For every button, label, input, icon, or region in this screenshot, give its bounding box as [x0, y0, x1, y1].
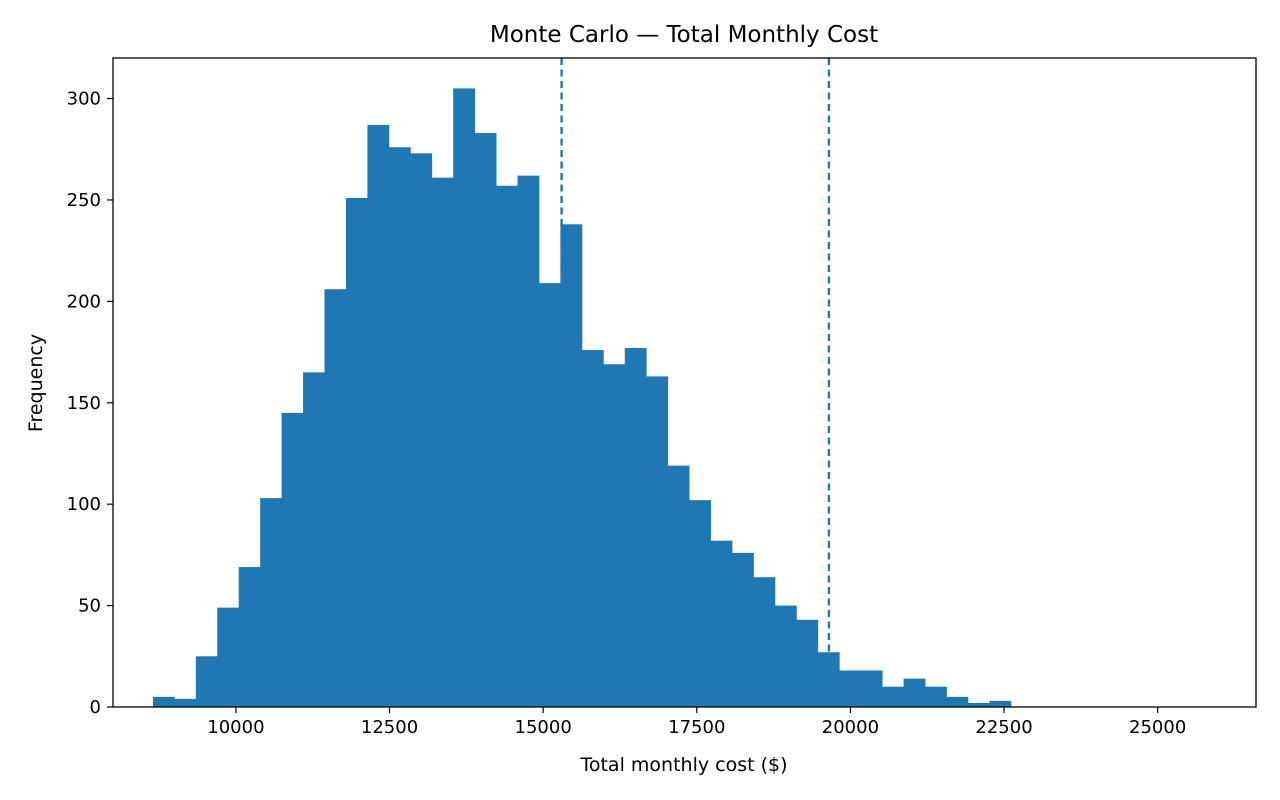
- x-tick-label: 25000: [1129, 717, 1186, 738]
- y-tick-label: 100: [67, 494, 101, 515]
- x-axis: 10000 12500 15000 17500 20000 22500 25000: [207, 707, 1186, 738]
- plot-frame: [112, 57, 1257, 708]
- histogram-bar: [303, 372, 325, 707]
- histogram-bar: [324, 289, 347, 707]
- histogram-bar: [560, 224, 583, 707]
- histogram-bar: [581, 350, 604, 707]
- histogram-bar: [689, 500, 711, 707]
- histogram-bar: [217, 607, 240, 707]
- histogram-bar: [624, 348, 647, 707]
- histogram-bar: [195, 656, 218, 707]
- y-tick-label: 250: [67, 190, 101, 211]
- histogram-bar: [667, 465, 690, 707]
- y-tick-label: 200: [67, 291, 101, 312]
- x-tick-label: 20000: [822, 717, 879, 738]
- histogram-bar: [474, 133, 497, 708]
- histogram-bar: [431, 177, 454, 707]
- x-tick-label: 17500: [668, 717, 725, 738]
- histogram-bar: [345, 197, 368, 707]
- y-tick-label: 0: [90, 697, 101, 718]
- histogram-bar: [903, 678, 926, 707]
- histogram-bar: [839, 670, 862, 707]
- histogram-bar: [646, 376, 669, 707]
- x-tick-label: 12500: [361, 717, 418, 738]
- histogram-bar: [882, 686, 904, 707]
- histogram-bar: [517, 175, 540, 707]
- y-axis: 0 50 100 150 200 250 300: [67, 89, 113, 718]
- x-tick-label: 15000: [515, 717, 572, 738]
- reference-lines-group: [560, 58, 831, 707]
- histogram-bar: [538, 283, 561, 707]
- x-tick-label: 22500: [975, 717, 1032, 738]
- histogram-bar: [925, 686, 947, 707]
- histogram-bar: [367, 124, 390, 708]
- histogram-bar: [238, 567, 261, 707]
- histogram-bar: [260, 498, 283, 707]
- histogram-bar: [453, 88, 476, 708]
- y-tick-label: 300: [67, 89, 101, 110]
- y-tick-label: 50: [78, 596, 101, 617]
- histogram-bar: [410, 153, 433, 707]
- histogram-bar: [860, 670, 883, 707]
- histogram-bar: [732, 552, 754, 707]
- histogram-bar: [989, 700, 1012, 707]
- histogram-bar: [603, 364, 626, 707]
- histogram-bar: [796, 619, 819, 707]
- histogram-bar: [281, 412, 304, 707]
- histogram-bar: [496, 185, 518, 707]
- histogram-bar: [388, 147, 411, 708]
- histogram-bar: [174, 698, 197, 707]
- x-tick-label: 10000: [207, 717, 264, 738]
- y-tick-label: 150: [67, 393, 101, 414]
- chart-title: Monte Carlo — Total Monthly Cost: [490, 22, 878, 48]
- y-axis-label: Frequency: [25, 334, 47, 432]
- histogram-bar: [753, 577, 776, 707]
- histogram-bar: [152, 696, 175, 707]
- histogram-bar: [946, 696, 969, 707]
- histogram-bar: [774, 605, 797, 707]
- histogram-bar: [967, 702, 990, 707]
- histogram-bar: [710, 540, 733, 707]
- bars-group: [152, 88, 1012, 708]
- x-axis-label: Total monthly cost ($): [579, 754, 787, 776]
